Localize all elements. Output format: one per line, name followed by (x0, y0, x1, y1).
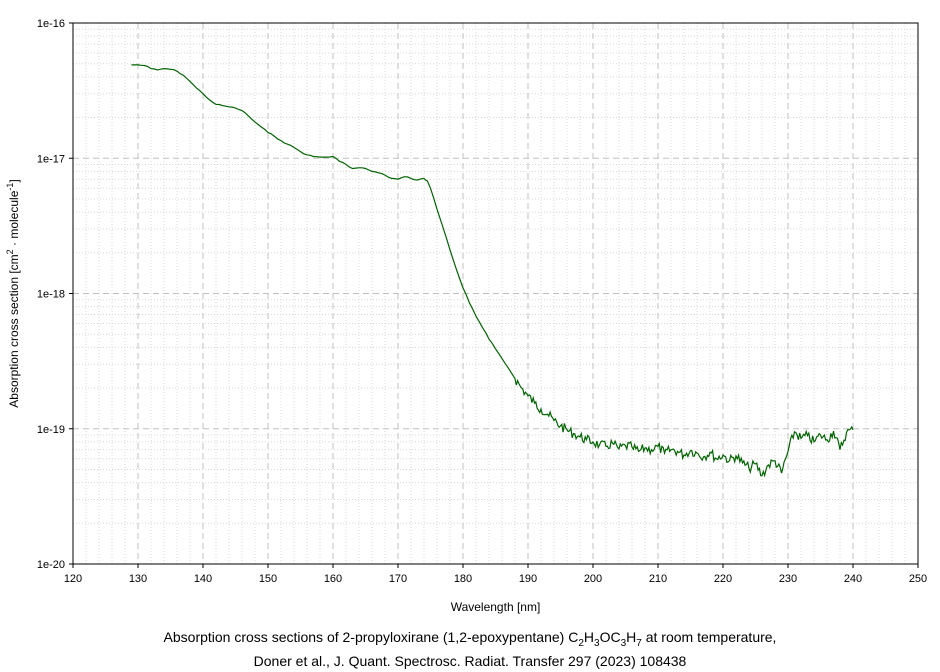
y-axis-label-middle: · molecule (7, 190, 21, 249)
x-tick-label: 220 (714, 573, 732, 585)
x-tick-label: 200 (584, 573, 602, 585)
y-axis-label: Absorption cross section [cm2 · molecule… (5, 179, 21, 407)
formula-element: OC (599, 629, 621, 645)
caption-line-2: Doner et al., J. Quant. Spectrosc. Radia… (253, 653, 687, 669)
x-tick-label: 190 (519, 573, 537, 585)
y-tick-label: 1e-17 (37, 153, 65, 165)
y-tick-label: 1e-16 (37, 18, 65, 30)
x-tick-label: 250 (909, 573, 927, 585)
x-tick-label: 150 (259, 573, 277, 585)
formula-subscript: 3 (594, 637, 600, 649)
y-tick-label: 1e-19 (37, 424, 65, 436)
caption-line-1: Absorption cross sections of 2-propyloxi… (0, 629, 940, 649)
formula-subscript: 7 (636, 637, 642, 649)
y-axis-label-end: ] (7, 179, 21, 182)
x-tick-label: 180 (454, 573, 472, 585)
formula-subscript: 2 (578, 637, 584, 649)
x-tick-label: 160 (324, 573, 342, 585)
x-tick-label: 170 (389, 573, 407, 585)
x-tick-label: 230 (779, 573, 797, 585)
formula-element: H (626, 629, 637, 645)
formula-subscript: 3 (620, 637, 627, 649)
x-tick-label: 210 (649, 573, 667, 585)
formula-element: H (583, 629, 595, 645)
y-axis-label-sup1: 2 (5, 249, 15, 254)
x-axis-label: Wavelength [nm] (451, 600, 541, 614)
chart: 120 130 140 150 160 170 180 190 200 210 220 230 240 2… (5, 18, 927, 614)
y-tick-label: 1e-20 (37, 559, 65, 571)
x-tick-label: 120 (64, 573, 82, 585)
x-axis: 120 130 140 150 160 170 180 190 200 210 220 230 240 2… (64, 564, 927, 585)
caption-text-after: at room temperature, (641, 629, 777, 645)
x-tick-label: 140 (194, 573, 212, 585)
caption-text-before: Absorption cross sections of 2-propyloxi… (163, 629, 569, 645)
y-tick-label: 1e-18 (37, 289, 65, 301)
y-axis-label-main: Absorption cross section [cm (7, 254, 21, 407)
series-line (131, 64, 854, 478)
x-tick-label: 240 (844, 573, 862, 585)
x-tick-label: 130 (129, 573, 147, 585)
formula-element: C (568, 629, 579, 645)
y-axis-label-sup2: -1 (5, 183, 15, 191)
y-axis: 1e-16 1e-17 1e-18 1e-19 1e-20 (37, 18, 73, 571)
chemical-formula: C2H3OC3H7 (568, 629, 642, 649)
